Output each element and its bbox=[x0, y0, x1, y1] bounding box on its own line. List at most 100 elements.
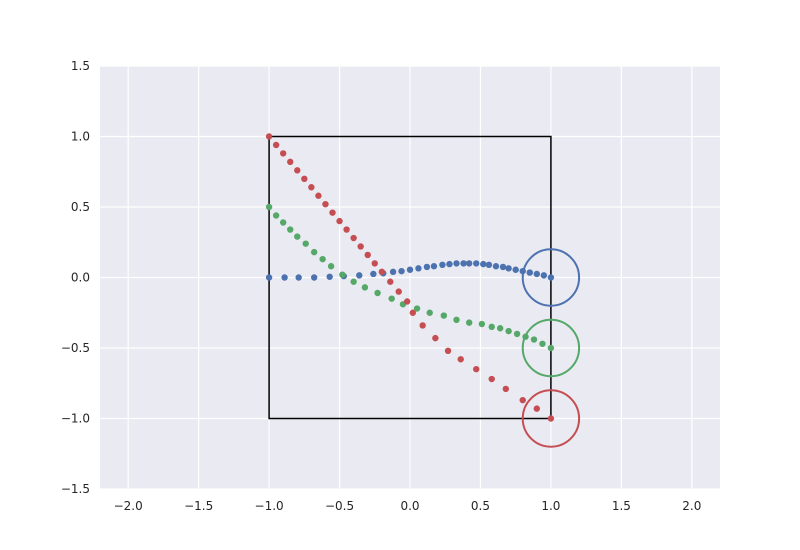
data-point bbox=[478, 320, 486, 328]
data-point bbox=[432, 334, 439, 342]
x-tick-label: −1.0 bbox=[255, 499, 284, 513]
data-point bbox=[361, 284, 369, 291]
data-point bbox=[350, 234, 357, 242]
data-point bbox=[294, 233, 301, 240]
data-point bbox=[547, 344, 555, 352]
data-point bbox=[513, 330, 521, 338]
x-tick-label: 0.5 bbox=[471, 499, 490, 513]
data-point bbox=[413, 305, 421, 312]
data-point bbox=[356, 272, 363, 279]
data-point bbox=[453, 260, 460, 267]
data-point bbox=[301, 175, 308, 182]
series-1 bbox=[265, 260, 555, 281]
data-point bbox=[488, 323, 495, 331]
data-point bbox=[439, 261, 446, 269]
data-point bbox=[457, 356, 464, 363]
data-point bbox=[519, 396, 526, 404]
data-point bbox=[430, 263, 438, 270]
x-tick-label: 1.5 bbox=[612, 499, 631, 513]
y-tick-label: 0.0 bbox=[71, 271, 90, 285]
data-point bbox=[389, 268, 397, 276]
series-2 bbox=[265, 203, 555, 352]
data-point bbox=[540, 272, 548, 279]
data-point bbox=[279, 150, 287, 157]
data-point bbox=[287, 158, 294, 166]
data-point bbox=[370, 270, 377, 278]
data-point bbox=[272, 141, 280, 149]
endpoint-circles bbox=[521, 248, 581, 448]
data-point bbox=[357, 243, 364, 250]
data-point bbox=[403, 298, 411, 305]
data-point bbox=[460, 260, 467, 267]
data-point bbox=[547, 274, 555, 281]
data-point bbox=[426, 309, 433, 316]
data-point bbox=[485, 261, 493, 269]
y-tick-label: −1.0 bbox=[61, 412, 90, 426]
data-point bbox=[488, 375, 495, 383]
data-point bbox=[415, 265, 422, 272]
data-point bbox=[423, 263, 431, 271]
x-axis-ticks: −2.0 −1.5 −1.0 −0.5 0.0 0.5 1.0 1.5 2.0 bbox=[114, 499, 702, 513]
x-tick-label: −2.0 bbox=[114, 499, 143, 513]
y-tick-label: 1.0 bbox=[71, 130, 90, 144]
data-point bbox=[505, 265, 512, 272]
data-point bbox=[281, 274, 288, 281]
x-tick-label: −1.5 bbox=[184, 499, 213, 513]
data-point bbox=[533, 405, 541, 412]
data-point bbox=[265, 203, 273, 211]
x-tick-label: 1.0 bbox=[541, 499, 560, 513]
data-point bbox=[295, 274, 302, 281]
data-point bbox=[265, 133, 273, 140]
data-point bbox=[547, 415, 555, 422]
series-3 bbox=[265, 133, 555, 422]
data-point bbox=[499, 263, 507, 271]
data-point bbox=[371, 260, 378, 267]
data-point bbox=[465, 319, 473, 326]
data-point bbox=[530, 336, 538, 343]
data-point bbox=[388, 295, 395, 302]
data-point bbox=[502, 385, 510, 393]
data-point bbox=[539, 340, 546, 347]
x-tick-label: 0.0 bbox=[400, 499, 419, 513]
y-tick-label: −1.5 bbox=[61, 482, 90, 496]
data-point bbox=[473, 365, 480, 373]
data-point bbox=[322, 200, 329, 208]
data-point bbox=[327, 263, 335, 270]
data-point bbox=[387, 278, 394, 285]
y-tick-label: 1.5 bbox=[71, 59, 90, 73]
data-point bbox=[496, 325, 504, 332]
data-point bbox=[512, 266, 519, 273]
x-tick-label: 2.0 bbox=[682, 499, 701, 513]
data-point bbox=[505, 327, 512, 335]
data-point bbox=[329, 209, 336, 216]
data-point bbox=[395, 288, 402, 295]
data-point bbox=[526, 269, 533, 276]
data-point bbox=[272, 212, 280, 219]
data-point bbox=[374, 289, 381, 297]
data-point bbox=[302, 240, 309, 247]
data-point bbox=[279, 219, 287, 226]
endpoint-circle bbox=[521, 318, 581, 378]
data-point bbox=[480, 260, 487, 268]
data-point bbox=[409, 309, 417, 316]
endpoint-circle bbox=[521, 389, 581, 448]
data-point bbox=[465, 260, 473, 267]
data-point bbox=[533, 270, 541, 278]
data-point bbox=[364, 251, 371, 259]
data-point bbox=[446, 260, 453, 268]
data-point bbox=[350, 278, 357, 285]
y-tick-label: −0.5 bbox=[61, 341, 90, 355]
y-tick-label: 0.5 bbox=[71, 200, 90, 214]
data-point bbox=[453, 316, 460, 323]
data-point bbox=[310, 248, 318, 256]
endpoint-circle bbox=[521, 248, 581, 307]
series-layer bbox=[265, 133, 555, 422]
y-axis-ticks: −1.5 −1.0 −0.5 0.0 0.5 1.0 1.5 bbox=[61, 59, 90, 496]
data-point bbox=[319, 255, 326, 263]
x-tick-label: −0.5 bbox=[325, 499, 354, 513]
data-point bbox=[287, 226, 294, 233]
data-point bbox=[265, 274, 273, 281]
data-point bbox=[310, 274, 318, 281]
data-point bbox=[315, 192, 322, 199]
